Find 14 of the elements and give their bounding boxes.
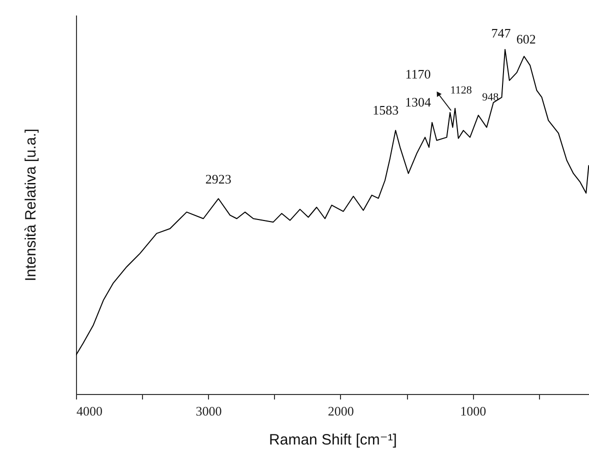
- annotation: 1170: [405, 66, 431, 82]
- x-tick-label: 4000: [76, 404, 102, 418]
- x-axis-title: Raman Shift [cm⁻¹]: [269, 432, 397, 448]
- x-tick-label: 1000: [460, 404, 486, 418]
- annotation: 1583: [372, 102, 399, 118]
- annotation: 1128: [450, 84, 472, 96]
- annotation: 1304: [405, 94, 432, 110]
- annotation: 747: [491, 25, 512, 40]
- x-tick-label: 3000: [196, 404, 222, 418]
- annotation: 2923: [205, 172, 232, 187]
- y-axis-title: Intensità Relativa [u.a.]: [22, 128, 40, 282]
- annotation: 948: [482, 91, 500, 104]
- x-tick-label: 2000: [328, 404, 354, 418]
- annotation: 602: [516, 31, 536, 46]
